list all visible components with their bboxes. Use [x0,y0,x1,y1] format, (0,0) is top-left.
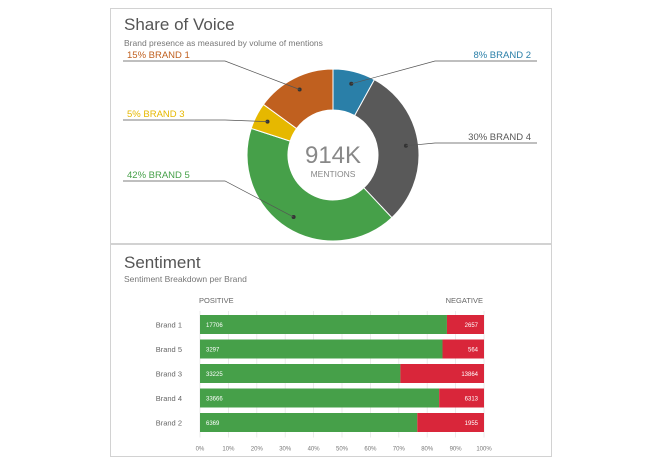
positive-value-label: 3297 [206,348,220,354]
negative-value-label: 6313 [465,397,479,403]
bar-positive-brand-2 [200,413,418,432]
slice-dot-brand-1 [297,87,302,92]
x-tick-label: 30% [279,447,292,453]
x-tick-label: 100% [476,447,492,453]
x-tick-label: 10% [222,447,235,453]
negative-value-label: 2657 [465,323,479,329]
slice-leader-brand-2 [351,60,537,85]
negative-header: NEGATIVE [446,296,483,305]
positive-header: POSITIVE [199,296,234,305]
x-tick-label: 50% [336,447,349,453]
donut-center-value: 914K [305,142,361,169]
slice-leader-brand-3 [123,119,268,122]
bar-negative-brand-5 [442,339,484,359]
sentiment-title: Sentiment [124,253,201,272]
sentiment-panel: Sentiment Sentiment Breakdown per Brand … [110,244,552,457]
x-tick-label: 40% [308,447,321,453]
bar-negative-brand-1 [446,315,484,334]
share-of-voice-panel: Share of Voice Brand presence as measure… [110,8,552,244]
x-tick-label: 0% [196,447,205,453]
slice-label-brand-3: 5% BRAND 3 [127,109,185,120]
bar-positive-brand-3 [200,364,401,383]
x-tick-label: 20% [251,447,264,453]
category-label: Brand 5 [156,345,182,354]
bar-positive-brand-4 [200,388,440,408]
slice-label-brand-1: 15% BRAND 1 [127,50,190,61]
slice-label-brand-2: 8% BRAND 2 [473,50,531,61]
sentiment-bar-chart: POSITIVE NEGATIVE 0% 10% 20% 30% 40% 50% 60% 70% 8… [156,296,493,453]
category-label: Brand 1 [156,321,182,330]
bar-negative-brand-3 [400,364,484,383]
slice-leader-brand-5 [123,180,294,218]
x-tick-label: 60% [364,447,377,453]
bar-negative-brand-2 [417,413,484,432]
slice-label-brand-4: 30% BRAND 4 [468,132,531,143]
slice-label-brand-5: 42% BRAND 5 [127,170,190,181]
bar-negative-brand-4 [439,388,484,408]
slice-brand-4 [354,78,420,219]
slice-leader-brand-4 [405,142,537,147]
sentiment-subtitle: Sentiment Breakdown per Brand [124,274,247,284]
negative-value-label: 1955 [465,421,479,427]
bar-positive-brand-5 [200,339,443,359]
bar-positive-brand-1 [200,315,447,334]
positive-value-label: 17706 [206,323,223,329]
category-label: Brand 3 [156,370,182,379]
x-tick-label: 90% [450,447,463,453]
slice-dot-brand-2 [349,81,354,86]
slice-brand-1 [262,68,334,130]
category-label: Brand 4 [156,394,182,403]
slice-brand-5 [246,127,393,242]
positive-value-label: 33666 [206,397,223,403]
x-tick-label: 70% [393,447,406,453]
positive-value-label: 33225 [206,372,223,378]
donut-chart: 8% BRAND 2 30% BRAND 4 42% BRAND 5 5% BRAND… [123,50,537,242]
share-of-voice-title: Share of Voice [124,15,235,34]
donut-center-label: MENTIONS [311,169,356,179]
negative-value-label: 564 [468,348,479,354]
negative-value-label: 13864 [461,372,478,378]
positive-value-label: 6369 [206,421,220,427]
slice-leader-brand-1 [123,60,300,90]
share-of-voice-subtitle: Brand presence as measured by volume of … [124,38,323,48]
category-label: Brand 2 [156,419,182,428]
x-tick-label: 80% [421,447,434,453]
